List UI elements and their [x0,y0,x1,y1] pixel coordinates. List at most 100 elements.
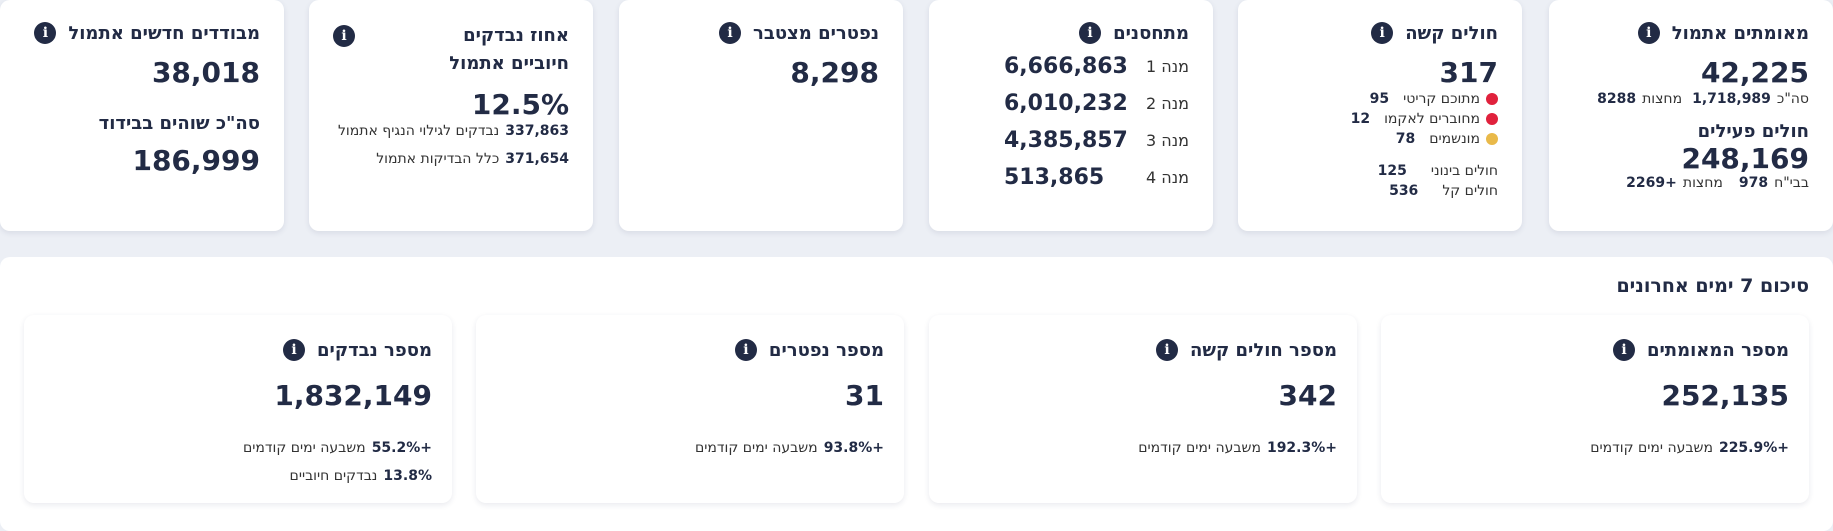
active-hosp-row: בבי"ח 978 מחצות +2269 [1573,175,1809,191]
info-icon[interactable]: i [719,22,742,44]
card-title-row: חולים קשה i [1262,22,1498,44]
total-label: סה"כ [1776,91,1809,107]
card-title-row: מבודדים חדשים אתמול i [24,22,260,44]
total-value: 1,718,989 [1692,91,1771,107]
summary-value: 252,135 [1661,379,1789,412]
all-tests-value: 371,654 [505,151,569,167]
info-icon[interactable]: i [333,25,355,47]
confirmed-total-row: סה"כ 1,718,989 מחצות 8288 [1573,91,1809,107]
card-title: מספר נבדקים [316,339,432,361]
section-title: סיכום 7 ימים אחרונים [1616,275,1809,297]
dose-row: מנה 4 513,865 [1004,165,1189,190]
critical-dot-icon [1486,93,1498,105]
mild-value: 536 [1389,183,1419,199]
card-title: מבודדים חדשים אתמול [68,22,260,44]
vent-label: מונשמים [1429,131,1480,147]
moderate-label: חולים בינוני [1430,163,1498,179]
card-positive-rate: אחוז נבדקים חיוביים אתמול i 12.5% 337,86… [309,0,593,231]
vent-row: מונשמים 78 [1262,131,1498,147]
summary-card-deaths: מספר נפטרים i 31 +93.8% משבעה ימים קודמי… [476,315,904,503]
since-value: +2269 [1626,175,1677,191]
isolation-value: 38,018 [151,56,260,89]
info-icon[interactable]: i [1637,22,1660,44]
positive-label: נבדקים חיוביים [289,468,378,484]
card-serious: חולים קשה i 317 מתוכם קריטי 95 מחוברים ל… [1238,0,1522,231]
info-icon[interactable]: i [1612,339,1635,361]
info-icon[interactable]: i [1079,22,1102,44]
card-title-row: מאומתים אתמול i [1573,22,1809,44]
tested-label: נבדקים לגילוי הנגיף אתמול [337,123,500,139]
dose-value: 6,666,863 [1004,54,1128,79]
ecmo-dot-icon [1486,113,1498,125]
isolation-total-title: סה"כ שוהים בבידוד [98,113,260,134]
change-label: משבעה ימים קודמים [1138,440,1261,456]
dose-label: מנה 3 [1146,131,1189,150]
change-row: +93.8% משבעה ימים קודמים [496,440,884,456]
change-row: +225.9% משבעה ימים קודמים [1401,440,1789,456]
card-isolation: מבודדים חדשים אתמול i 38,018 סה"כ שוהים … [0,0,284,231]
hosp-label: בבי"ח [1774,175,1809,191]
critical-row: מתוכם קריטי 95 [1262,91,1498,107]
active-value: 248,169 [1681,142,1809,175]
all-tests-label: כלל הבדיקות אתמול [376,151,500,167]
card-title-row: נפטרים מצטבר i [643,22,879,44]
change-value: +192.3% [1266,440,1337,456]
isolation-total-value: 186,999 [132,144,260,177]
dose-value: 4,385,857 [1004,128,1128,153]
vent-dot-icon [1486,133,1498,145]
card-vaccinated: מתחסנים i מנה 1 6,666,863 מנה 2 6,010,23… [929,0,1213,231]
info-icon[interactable]: i [34,22,57,44]
card-title-row: מספר נבדקים i [44,339,432,361]
dose-value: 513,865 [1004,165,1105,190]
hosp-value: 978 [1738,175,1769,191]
positive-row: 13.8% נבדקים חיוביים [44,468,432,484]
mild-row: חולים קל 536 [1262,183,1498,199]
moderate-value: 125 [1377,163,1407,179]
positive-rate-value: 12.5% [471,88,569,121]
info-icon[interactable]: i [1155,339,1178,361]
dose-label: מנה 2 [1146,94,1189,113]
summary-card-serious: מספר חולים קשה i 342 +192.3% משבעה ימים … [929,315,1357,503]
card-confirmed: מאומתים אתמול i 42,225 סה"כ 1,718,989 מח… [1549,0,1833,231]
summary-value: 1,832,149 [274,379,432,412]
ecmo-label: מחוברים לאקמו [1384,111,1480,127]
change-label: משבעה ימים קודמים [242,440,366,456]
active-title: חולים פעילים [1697,121,1809,142]
change-row: +55.2% משבעה ימים קודמים [44,440,432,456]
since-label: מחצות [1682,175,1723,191]
change-label: משבעה ימים קודמים [694,440,818,456]
wards-label: מחצות [1642,91,1683,107]
change-label: משבעה ימים קודמים [1590,440,1713,456]
dose-label: מנה 4 [1146,168,1189,187]
info-icon[interactable]: i [1371,22,1394,44]
summary-value: 342 [1278,379,1337,412]
change-row: +192.3% משבעה ימים קודמים [949,440,1337,456]
card-title-row: אחוז נבדקים חיוביים אתמול i [333,22,569,78]
summary-card-tested: מספר נבדקים i 1,832,149 +55.2% משבעה ימי… [24,315,452,503]
confirmed-value: 42,225 [1700,56,1809,89]
wards-value: 8288 [1597,91,1637,107]
all-tests-row: 371,654 כלל הבדיקות אתמול [333,151,569,167]
dose-row: מנה 2 6,010,232 [1004,91,1189,116]
card-title-row: מתחסנים i [953,22,1189,44]
card-title: מספר חולים קשה [1189,339,1337,361]
critical-value: 95 [1369,91,1390,107]
card-title-row: מספר נפטרים i [496,339,884,361]
tested-row: 337,863 נבדקים לגילוי הנגיף אתמול [333,123,569,139]
card-title: מאומתים אתמול [1671,22,1809,44]
vent-value: 78 [1395,131,1416,147]
info-icon[interactable]: i [734,339,757,361]
ecmo-row: מחוברים לאקמו 12 [1262,111,1498,127]
ecmo-value: 12 [1350,111,1371,127]
moderate-row: חולים בינוני 125 [1262,163,1498,179]
card-title: מספר נפטרים [768,339,884,361]
dose-label: מנה 1 [1146,57,1189,76]
positive-value: 13.8% [383,468,432,484]
info-icon[interactable]: i [282,339,305,361]
summary-value: 31 [845,379,884,412]
summary-card-confirmed: מספר המאומתים i 252,135 +225.9% משבעה ימ… [1381,315,1809,503]
card-title: נפטרים מצטבר [753,22,879,44]
card-title: אחוז נבדקים חיוביים אתמול [449,25,569,74]
card-title-row: מספר המאומתים i [1401,339,1789,361]
card-title: מתחסנים [1113,22,1189,44]
